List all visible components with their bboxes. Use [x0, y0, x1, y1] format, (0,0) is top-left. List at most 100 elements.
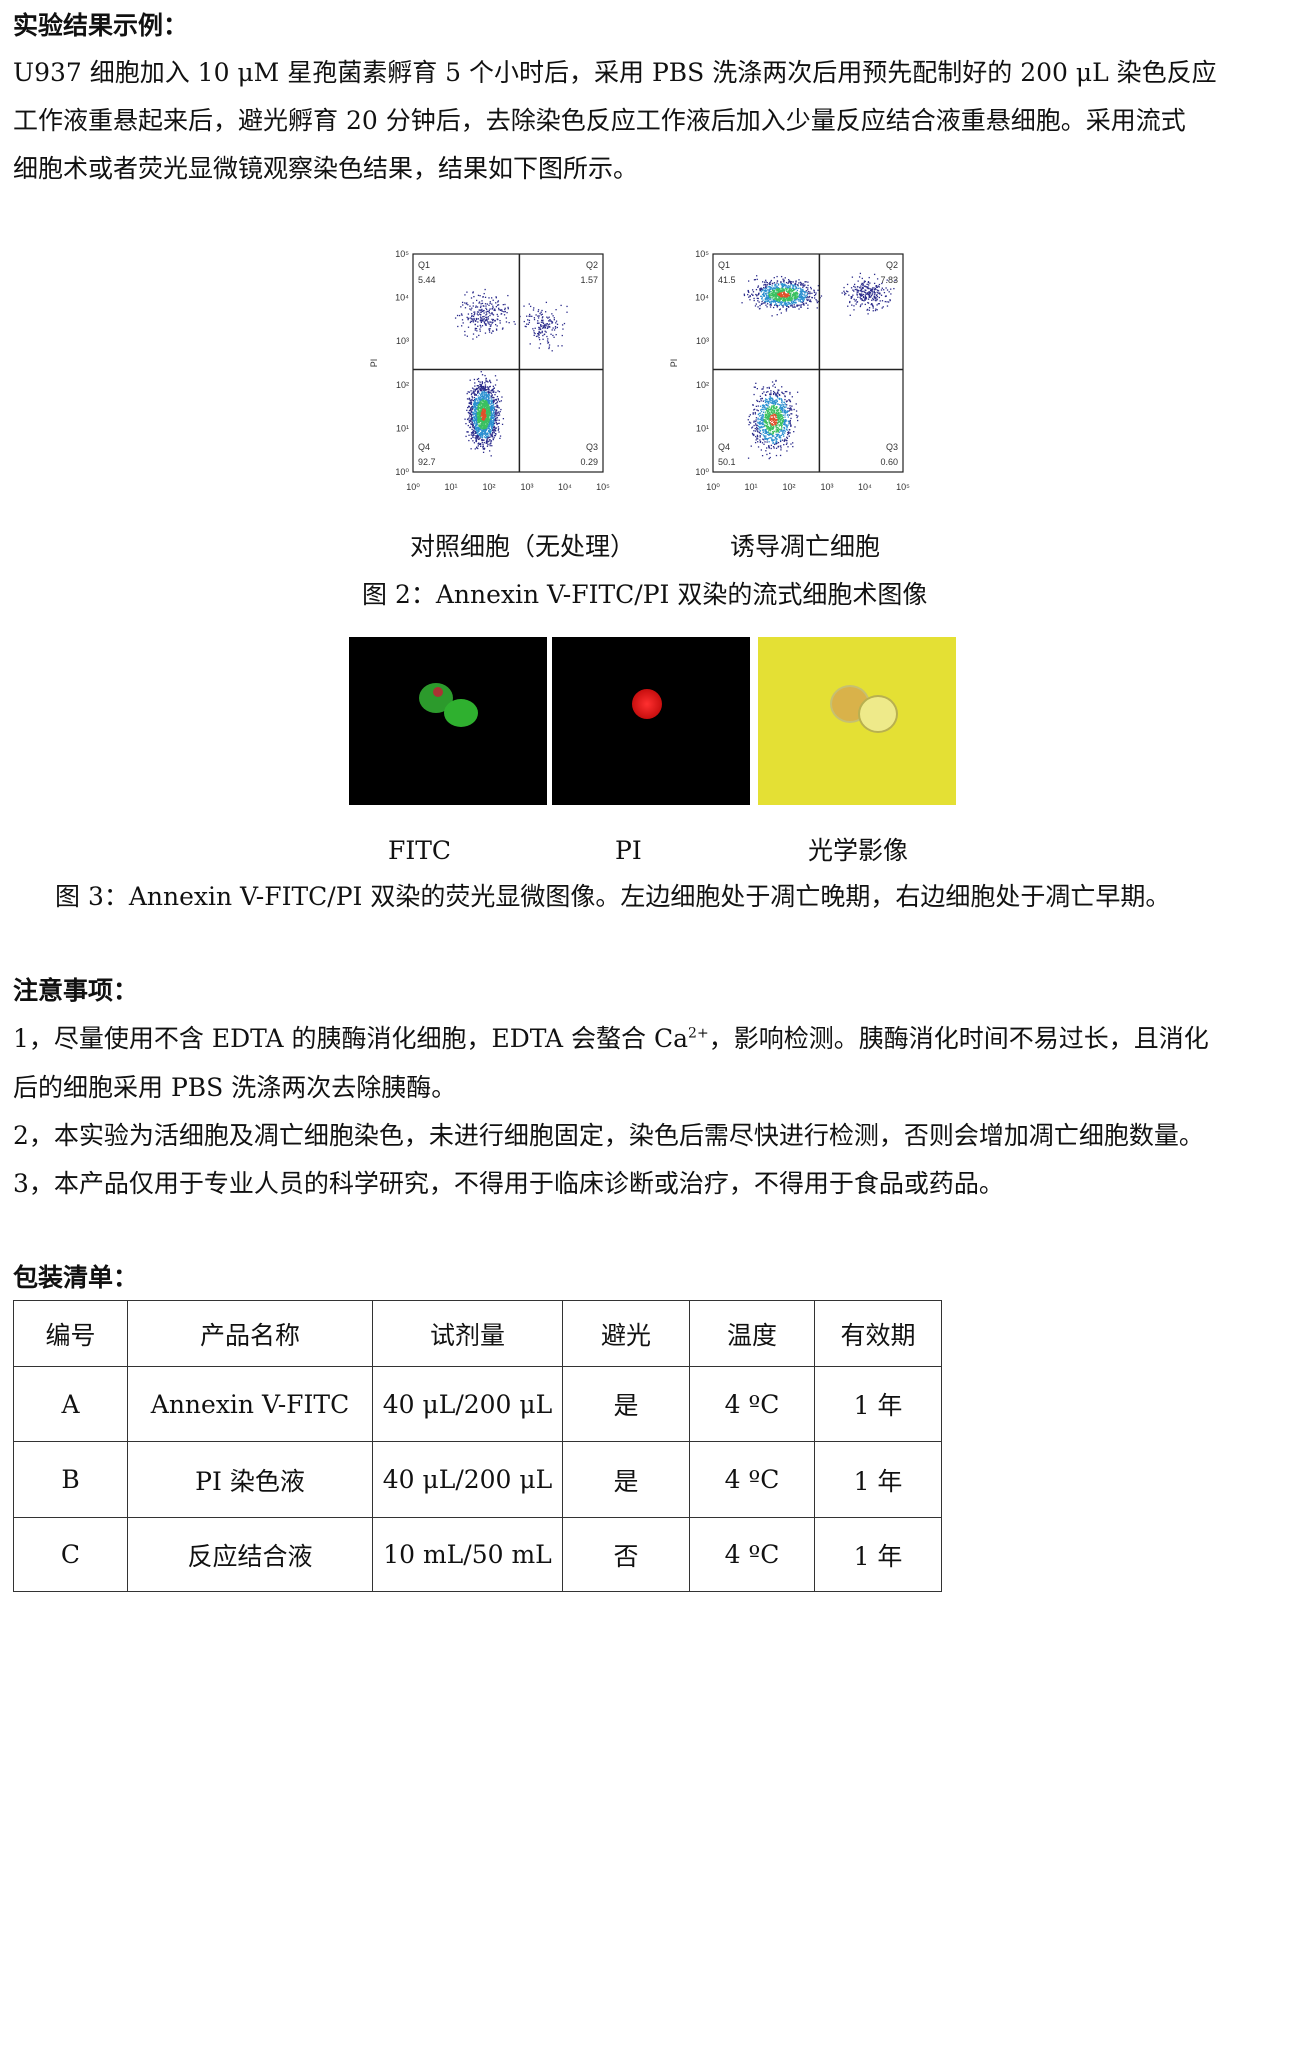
- scatter-point: [460, 306, 462, 308]
- scatter-point: [873, 282, 876, 285]
- scatter-point: [769, 295, 771, 297]
- scatter-point: [803, 303, 805, 305]
- scatter-point: [788, 292, 790, 294]
- scatter-point: [766, 387, 768, 389]
- x-tick-label: 10³: [520, 482, 533, 492]
- scatter-point: [482, 419, 484, 421]
- scatter-point: [795, 297, 797, 299]
- scatter-point: [868, 294, 870, 297]
- scatter-point: [542, 325, 544, 327]
- scatter-point: [885, 287, 887, 289]
- scatter-point: [800, 296, 803, 299]
- scatter-point: [776, 275, 778, 278]
- scatter-point: [474, 407, 476, 409]
- figure-caption-3: 图 3：Annexin V-FITC/PI 双染的荧光显微图像。左边细胞处于凋亡…: [55, 882, 1171, 911]
- scatter-point: [470, 448, 472, 450]
- scatter-point: [523, 320, 525, 323]
- scatter-point: [484, 434, 487, 437]
- scatter-point: [551, 329, 553, 331]
- scatter-point: [491, 322, 493, 324]
- scatter-point: [484, 403, 486, 406]
- scatter-point: [783, 290, 785, 292]
- scatter-point: [483, 391, 486, 393]
- scatter-point: [798, 294, 801, 296]
- y-tick-label: 10³: [696, 336, 709, 346]
- scatter-point: [759, 412, 761, 414]
- scatter-point: [485, 393, 488, 395]
- scatter-point: [807, 281, 809, 283]
- scatter-point: [779, 291, 781, 293]
- scatter-point: [774, 414, 776, 416]
- scatter-point: [494, 320, 496, 322]
- scatter-point: [767, 299, 769, 301]
- scatter-point: [770, 294, 772, 296]
- scatter-point: [486, 386, 489, 388]
- scatter-point: [850, 297, 853, 299]
- scatter-point: [791, 296, 794, 298]
- scatter-point: [761, 404, 764, 407]
- scatter-point: [771, 405, 773, 407]
- scatter-point: [537, 315, 539, 317]
- scatter-point: [468, 434, 470, 436]
- scatter-point: [488, 423, 491, 425]
- scatter-point: [484, 320, 487, 322]
- scatter-point: [484, 430, 486, 432]
- scatter-point: [776, 294, 778, 297]
- scatter-point: [876, 286, 879, 288]
- scatter-point: [493, 403, 495, 406]
- scatter-point: [481, 411, 483, 413]
- scatter-point: [484, 423, 486, 425]
- scatter-point: [765, 431, 767, 433]
- y-tick-label: 10²: [396, 380, 409, 390]
- scatter-point: [478, 302, 480, 304]
- scatter-point: [476, 385, 478, 387]
- scatter-point: [878, 296, 881, 299]
- scatter-point: [804, 292, 806, 294]
- scatter-point: [777, 413, 780, 415]
- scatter-point: [770, 292, 773, 295]
- scatter-point: [773, 277, 775, 279]
- scatter-point: [470, 403, 473, 405]
- scatter-point: [775, 395, 777, 397]
- scatter-point: [761, 297, 763, 299]
- scatter-point: [756, 426, 758, 428]
- scatter-point: [867, 302, 870, 304]
- scatter-point: [773, 404, 775, 407]
- scatter-point: [537, 310, 539, 313]
- scatter-point: [816, 307, 818, 309]
- scatter-point: [763, 429, 765, 431]
- scatter-point: [767, 390, 769, 393]
- scatter-point: [489, 420, 491, 422]
- scatter-point: [769, 423, 771, 425]
- scatter-point: [484, 395, 486, 398]
- scatter-point: [775, 286, 777, 289]
- scatter-point: [862, 286, 864, 288]
- scatter-point: [487, 407, 489, 409]
- scatter-point: [796, 292, 798, 294]
- scatter-point: [478, 401, 481, 403]
- scatter-point: [473, 432, 475, 435]
- scatter-point: [483, 439, 485, 441]
- scatter-point: [473, 416, 475, 418]
- scatter-point: [541, 309, 543, 312]
- scatter-point: [475, 394, 477, 396]
- scatter-point: [871, 299, 873, 301]
- scatter-point: [476, 424, 478, 426]
- scatter-point: [781, 386, 783, 388]
- quadrant-value: 1.57: [580, 275, 598, 285]
- scatter-point: [768, 416, 770, 418]
- scatter-point: [772, 427, 775, 429]
- scatter-point: [771, 397, 773, 400]
- scatter-point: [537, 309, 540, 311]
- scatter-point: [480, 326, 482, 328]
- scatter-point: [768, 447, 770, 449]
- scatter-point: [771, 423, 773, 425]
- scatter-point: [776, 399, 778, 401]
- scatter-point: [484, 408, 486, 411]
- scatter-point: [468, 317, 470, 319]
- scatter-point: [561, 334, 563, 337]
- scatter-point: [479, 420, 482, 422]
- scatter-point: [874, 309, 877, 312]
- scatter-point: [476, 426, 478, 429]
- scatter-point: [767, 416, 770, 418]
